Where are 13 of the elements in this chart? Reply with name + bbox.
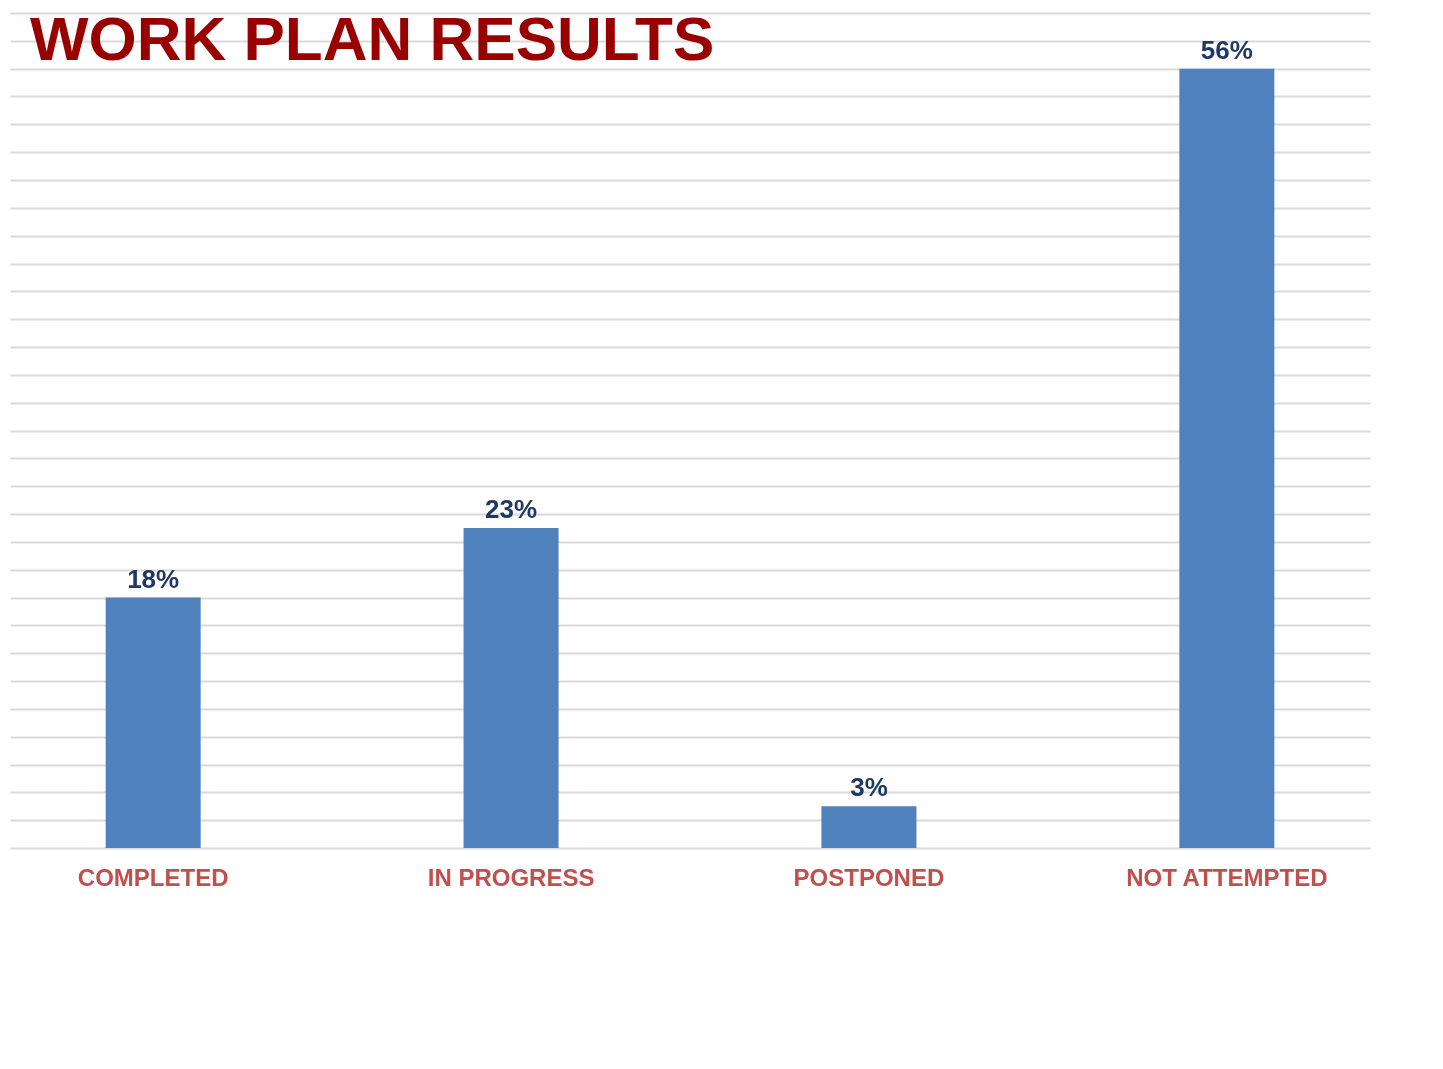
x-tick-label: NOT ATTEMPTED [1126,863,1328,891]
bar [105,597,201,848]
data-label: 23% [485,493,538,524]
x-tick-label: COMPLETED [77,863,229,891]
data-label: 18% [127,563,180,594]
chart-title: WORK PLAN RESULTS [30,4,715,73]
x-tick-label: POSTPONED [793,863,945,891]
x-tick-label: IN PROGRESS [427,863,595,891]
data-label: 56% [1200,34,1253,65]
bar [1179,68,1275,848]
data-label: 3% [850,772,888,803]
bar [463,527,559,848]
bar [821,806,917,848]
